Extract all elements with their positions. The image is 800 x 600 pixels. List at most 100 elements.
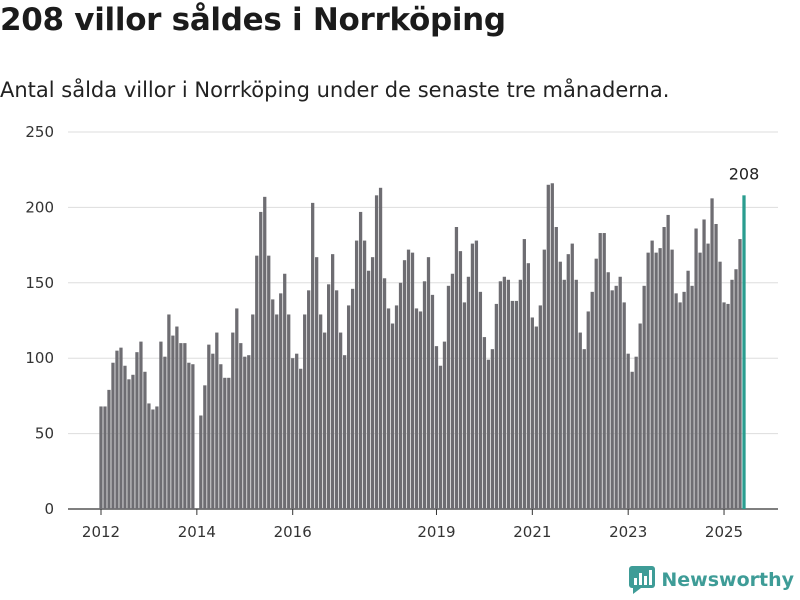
bar bbox=[227, 377, 231, 509]
bar bbox=[486, 359, 491, 509]
bar bbox=[163, 356, 167, 509]
brand-logo: Newsworthy bbox=[629, 566, 794, 594]
bar bbox=[386, 308, 391, 509]
bar bbox=[490, 349, 495, 509]
bar bbox=[614, 285, 618, 509]
bar bbox=[498, 281, 503, 509]
bar bbox=[638, 323, 642, 509]
bar bbox=[522, 239, 526, 509]
bar bbox=[658, 248, 662, 509]
bar bbox=[370, 257, 375, 509]
bar bbox=[119, 347, 123, 509]
bar bbox=[346, 305, 351, 509]
bar bbox=[574, 279, 578, 509]
bar bbox=[558, 261, 562, 509]
bar bbox=[426, 257, 431, 509]
bar bbox=[191, 364, 195, 509]
bar bbox=[354, 240, 359, 510]
x-tick-label: 2023 bbox=[609, 523, 647, 541]
bar bbox=[259, 211, 263, 509]
y-tick-label: 100 bbox=[25, 349, 54, 367]
bar bbox=[410, 252, 415, 509]
bar bbox=[710, 198, 714, 509]
bar bbox=[307, 290, 311, 509]
bar bbox=[167, 314, 171, 509]
bar bbox=[526, 263, 530, 509]
bar bbox=[650, 240, 654, 510]
y-tick-label: 250 bbox=[25, 123, 54, 141]
bar bbox=[414, 308, 419, 509]
bar bbox=[219, 364, 223, 509]
y-tick-label: 0 bbox=[44, 500, 54, 518]
bar bbox=[618, 276, 622, 509]
bar bbox=[514, 300, 518, 509]
bar bbox=[730, 279, 734, 509]
y-tick-label: 200 bbox=[25, 198, 54, 216]
bar bbox=[642, 285, 646, 509]
bar bbox=[682, 291, 686, 509]
bar bbox=[303, 314, 307, 509]
bar bbox=[235, 308, 239, 509]
bar bbox=[566, 254, 570, 509]
bar bbox=[610, 290, 614, 509]
bar bbox=[291, 358, 295, 509]
bar bbox=[430, 294, 435, 509]
bar bbox=[438, 365, 443, 509]
bar bbox=[506, 279, 511, 509]
bar bbox=[666, 214, 670, 509]
bar bbox=[470, 243, 475, 510]
bar bbox=[626, 353, 630, 509]
bar bbox=[159, 341, 163, 509]
bar bbox=[378, 187, 383, 509]
bar bbox=[135, 352, 139, 509]
bar bbox=[702, 219, 706, 509]
x-tick-label: 2021 bbox=[513, 523, 551, 541]
bar bbox=[458, 251, 463, 509]
bar bbox=[331, 254, 335, 509]
bar bbox=[442, 341, 447, 509]
bar bbox=[179, 343, 183, 509]
bar bbox=[315, 257, 319, 509]
bar bbox=[223, 377, 227, 509]
bar bbox=[594, 258, 598, 509]
bar bbox=[311, 202, 315, 509]
bar bbox=[686, 270, 690, 509]
bar bbox=[362, 240, 367, 510]
bar bbox=[634, 356, 638, 509]
bar bbox=[171, 335, 175, 509]
bar bbox=[622, 302, 626, 509]
bar bbox=[143, 371, 147, 509]
bar bbox=[131, 374, 135, 509]
bar bbox=[211, 353, 215, 509]
bar bbox=[718, 261, 722, 509]
bar bbox=[518, 279, 522, 509]
bar bbox=[578, 332, 582, 509]
bar bbox=[602, 233, 606, 509]
bar bbox=[299, 368, 303, 509]
bar bbox=[478, 291, 483, 509]
bar bbox=[510, 300, 514, 509]
bar bbox=[338, 332, 343, 509]
x-tick-label: 2012 bbox=[82, 523, 120, 541]
bar bbox=[590, 291, 594, 509]
bar bbox=[494, 303, 499, 509]
bar bbox=[127, 379, 131, 509]
chart-subtitle: Antal sålda villor i Norrköping under de… bbox=[0, 78, 670, 102]
bar bbox=[207, 344, 211, 509]
bar bbox=[434, 346, 439, 509]
bar bbox=[726, 303, 730, 509]
bar bbox=[482, 337, 487, 509]
bar bbox=[462, 302, 467, 509]
x-tick-label: 2016 bbox=[274, 523, 312, 541]
bar bbox=[418, 311, 423, 509]
bar bbox=[263, 196, 267, 509]
bar bbox=[203, 385, 207, 509]
bar bbox=[358, 211, 363, 509]
bar bbox=[570, 243, 574, 510]
bar bbox=[582, 349, 586, 509]
bar bbox=[382, 278, 387, 509]
bar bbox=[275, 314, 279, 509]
bar bbox=[267, 255, 271, 509]
bar bbox=[454, 227, 459, 509]
bar bbox=[678, 302, 682, 509]
